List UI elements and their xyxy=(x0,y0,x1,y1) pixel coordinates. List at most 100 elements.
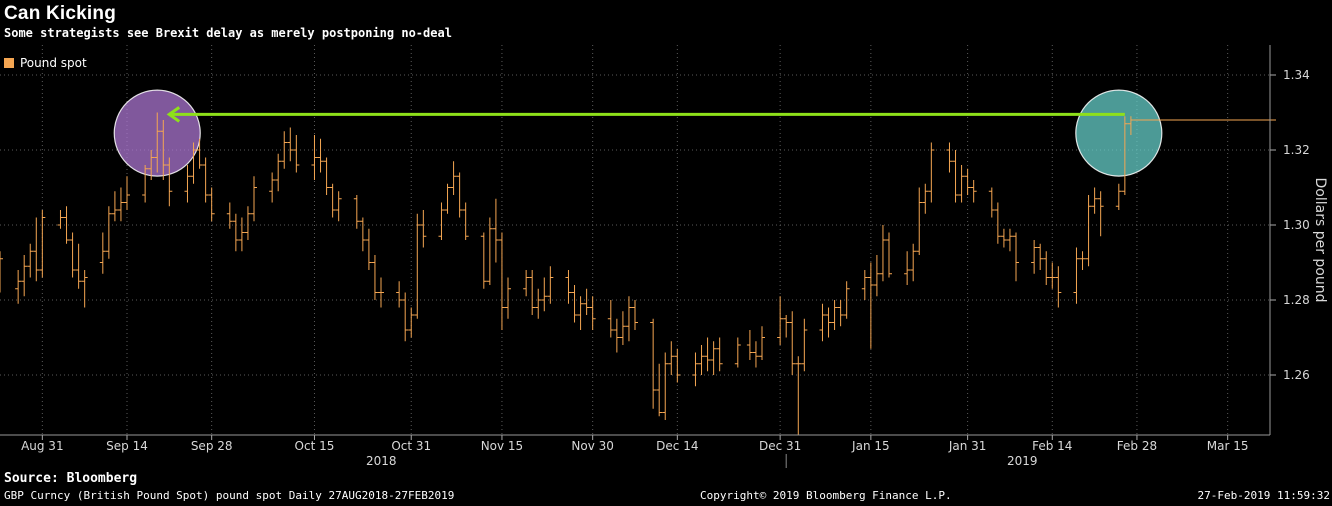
x-tick-label: Oct 15 xyxy=(295,439,335,453)
ohlc-bar xyxy=(1055,266,1062,308)
ohlc-bar xyxy=(75,243,82,289)
ohlc-bar xyxy=(922,183,929,214)
y-tick-label: 1.32 xyxy=(1283,143,1310,157)
ohlc-bar xyxy=(238,217,245,252)
ohlc-bar xyxy=(577,296,584,330)
ohlc-bar xyxy=(843,281,850,319)
x-tick-label: Nov 15 xyxy=(481,439,524,453)
ohlc-bar xyxy=(704,337,711,372)
ohlc-bar xyxy=(124,176,130,210)
ohlc-bar xyxy=(287,127,294,162)
ohlc-bar xyxy=(801,318,808,372)
ohlc-bar xyxy=(202,157,209,203)
arrow-head xyxy=(166,106,181,123)
x-tick-label: Mar 15 xyxy=(1207,439,1249,453)
ohlc-bar xyxy=(492,198,499,263)
ohlc-bar xyxy=(1127,116,1134,135)
ohlc-bar xyxy=(547,266,554,304)
ohlc-bar xyxy=(117,187,124,222)
ohlc-bar xyxy=(505,277,511,319)
ohlc-bar xyxy=(359,217,366,252)
ohlc-bar xyxy=(625,296,632,342)
ohlc-bar xyxy=(1013,232,1019,282)
ohlc-bar xyxy=(1097,191,1104,237)
ohlc-bar xyxy=(613,318,620,353)
ohlc-bar xyxy=(958,165,965,203)
ohlc-bar xyxy=(99,232,106,274)
ohlc-bar xyxy=(886,232,892,278)
ohlc-bar xyxy=(63,206,70,244)
ohlc-bar xyxy=(716,337,723,372)
ohlc-bar xyxy=(160,120,167,180)
ohlc-bar xyxy=(244,206,251,240)
ohlc-bar xyxy=(166,157,173,207)
ohlc-bar xyxy=(69,232,76,278)
ohlc-bar xyxy=(1000,228,1007,248)
ohlc-bar xyxy=(498,232,505,330)
ohlc-bar xyxy=(293,135,300,173)
ohlc-bar xyxy=(656,363,663,417)
y-tick-label: 1.34 xyxy=(1283,68,1310,82)
ohlc-bar xyxy=(329,183,336,218)
ohlc-bar xyxy=(916,187,923,255)
ohlc-bar xyxy=(1043,251,1050,285)
ohlc-bar xyxy=(371,255,378,300)
ohlc-bar xyxy=(15,270,22,304)
ohlc-bar xyxy=(1115,183,1122,210)
x-tick-label: Aug 31 xyxy=(21,439,64,453)
ohlc-bar xyxy=(232,213,239,252)
x-year-label: 2018 xyxy=(366,454,397,468)
ohlc-bar xyxy=(1073,247,1080,304)
ohlc-bar xyxy=(928,142,935,203)
x-tick-label: Oct 31 xyxy=(391,439,431,453)
ohlc-bar xyxy=(867,262,874,349)
ohlc-bar xyxy=(619,311,626,345)
footer-timestamp: 27-Feb-2019 11:59:32 xyxy=(1197,489,1330,502)
ohlc-bar xyxy=(208,187,215,222)
ohlc-bar xyxy=(1091,187,1098,214)
ohlc-bar xyxy=(698,345,705,375)
ohlc-bar xyxy=(819,303,826,342)
ohlc-bar xyxy=(952,150,959,203)
highlight-circle xyxy=(1075,89,1163,177)
ohlc-bar xyxy=(541,277,548,312)
ohlc-bar xyxy=(759,326,765,360)
ohlc-bar xyxy=(650,318,657,409)
ohlc-bar xyxy=(873,255,880,297)
y-tick-label: 1.28 xyxy=(1283,293,1310,307)
ohlc-bar xyxy=(964,168,971,195)
ohlc-bar xyxy=(692,352,699,387)
x-tick-label: Dec 14 xyxy=(656,439,698,453)
ohlc-bar xyxy=(396,281,403,308)
grid-lines xyxy=(0,45,1270,435)
ohlc-bar xyxy=(837,300,844,327)
x-tick-label: Feb 14 xyxy=(1032,439,1072,453)
x-tick-label: Jan 31 xyxy=(948,439,987,453)
ohlc-bar xyxy=(408,307,415,338)
ohlc-bar xyxy=(0,251,3,293)
ohlc-bar xyxy=(27,243,34,278)
ohlc-bar xyxy=(323,157,330,195)
ohlc-bar xyxy=(39,210,46,278)
ohlc-bar xyxy=(335,191,342,222)
ohlc-bar xyxy=(154,112,161,173)
ohlc-bar xyxy=(1121,116,1128,195)
ohlc-bar xyxy=(33,217,40,282)
ohlc-bar xyxy=(462,202,469,240)
ohlc-bars xyxy=(0,112,1276,435)
ohlc-bar xyxy=(946,142,953,173)
ohlc-bar xyxy=(196,138,203,169)
y-tick-label: 1.30 xyxy=(1283,218,1310,232)
ohlc-bar xyxy=(111,191,118,222)
ohlc-bar xyxy=(607,300,614,338)
chart-subtitle: Some strategists see Brexit delay as mer… xyxy=(4,26,452,40)
ohlc-bar xyxy=(523,270,530,297)
legend-label: Pound spot xyxy=(20,56,87,70)
ohlc-bar xyxy=(456,172,463,218)
ohlc-bar xyxy=(529,270,536,315)
ohlc-bar xyxy=(105,206,112,259)
ohlc-bar xyxy=(275,153,282,192)
ohlc-bar xyxy=(142,165,149,203)
x-tick-label: Dec 31 xyxy=(759,439,801,453)
